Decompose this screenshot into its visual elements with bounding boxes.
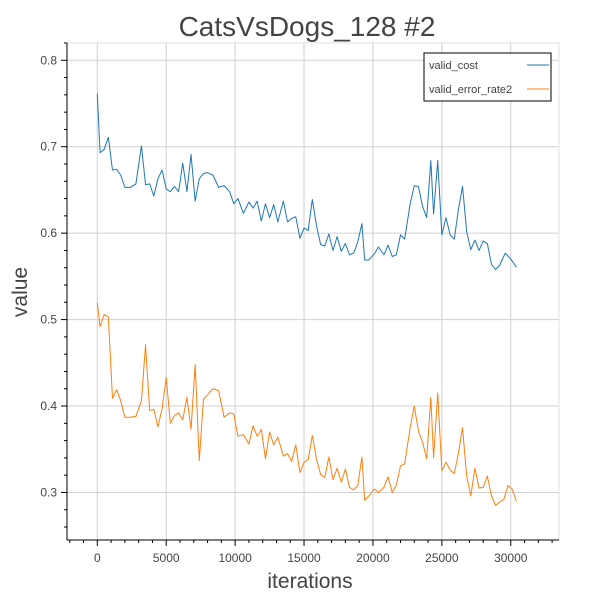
y-axis-label: value: [9, 267, 32, 317]
x-tick-label: 5000: [153, 551, 180, 565]
y-tick-label: 0.7: [40, 140, 57, 154]
legend-label: valid_cost: [429, 60, 478, 72]
series-line-valid-error-rate2: [96, 302, 517, 506]
y-tick-label: 0.8: [40, 53, 57, 67]
y-tick-label: 0.5: [40, 313, 57, 327]
x-axis-label: iterations: [267, 570, 352, 593]
legend: valid_cost valid_error_rate2: [423, 52, 552, 102]
grid-lines: [67, 43, 559, 540]
y-tick-label: 0.4: [40, 399, 57, 413]
x-tick-label: 30000: [494, 551, 528, 565]
chart-title: CatsVsDogs_128 #2: [179, 11, 436, 42]
x-tick-label: 25000: [425, 551, 459, 565]
axis-ticks: 0 5000 10000 15000 20000 25000 30000 0.3 0.4 0.5 0…: [40, 42, 553, 565]
legend-label: valid_error_rate2: [429, 84, 512, 96]
x-tick-label: 10000: [218, 551, 252, 565]
x-tick-label: 15000: [287, 551, 321, 565]
x-tick-label: 0: [94, 551, 101, 565]
plot-frame: [66, 42, 560, 541]
y-tick-label: 0.6: [40, 226, 57, 240]
legend-box: [423, 52, 552, 102]
x-tick-label: 20000: [356, 551, 390, 565]
y-tick-label: 0.3: [40, 485, 57, 499]
series-line-valid-cost: [96, 93, 517, 270]
